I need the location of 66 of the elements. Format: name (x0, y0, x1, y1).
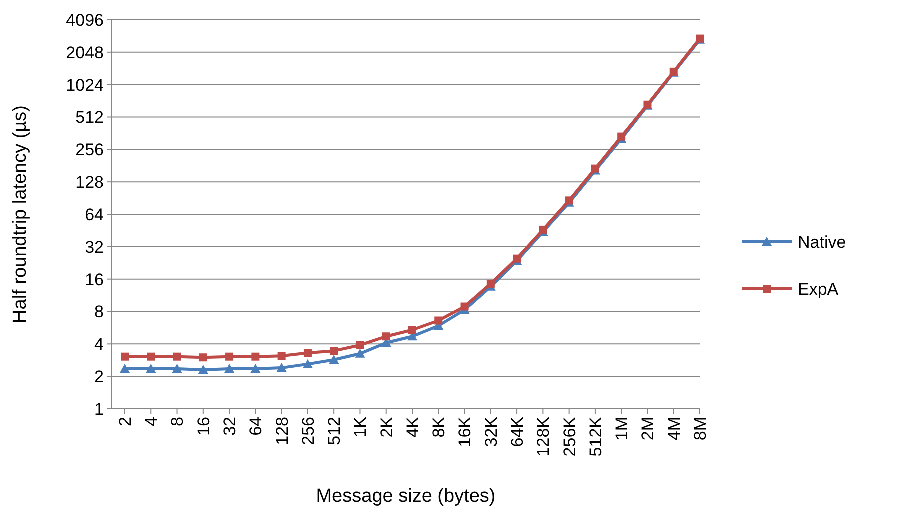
x-tick-label: 512 (325, 417, 344, 446)
y-tick-label: 2 (94, 368, 104, 387)
legend-label: Native (798, 232, 846, 252)
y-tick-label: 2048 (66, 43, 104, 62)
point (198, 365, 208, 374)
x-tick-label: 4K (403, 416, 422, 438)
point (252, 352, 260, 361)
x-tick-label: 64K (508, 416, 527, 448)
y-tick-label: 4 (94, 335, 104, 354)
x-tick-label: 8 (168, 417, 188, 426)
point (356, 341, 364, 350)
y-tick-label: 32 (85, 238, 104, 257)
x-tick-label: 16K (456, 416, 475, 448)
y-tick-label: 64 (85, 205, 104, 224)
point (304, 349, 312, 358)
y-tick-label: 1024 (66, 76, 104, 95)
point (146, 364, 156, 374)
x-tick-label: 256 (298, 417, 318, 446)
y-tick-label: 16 (85, 270, 104, 290)
point (460, 302, 469, 311)
x-tick-label: 128K (534, 416, 554, 457)
point (147, 352, 156, 361)
point (330, 347, 338, 356)
x-tick-label: 2K (377, 416, 396, 438)
x-tick-label: 8K (430, 416, 449, 438)
point (382, 332, 390, 341)
legend-label: ExpA (798, 280, 840, 299)
y-tick-label: 128 (76, 173, 104, 192)
y-axis-title: Half roundtrip latency (µs) (10, 106, 31, 324)
y-tick-label: 512 (76, 108, 104, 128)
point (302, 359, 313, 368)
x-tick-label: 8M (690, 417, 710, 441)
point (226, 352, 234, 361)
y-tick-label: 1 (94, 400, 104, 419)
point (172, 364, 182, 374)
point (486, 280, 495, 288)
point (355, 348, 366, 358)
x-tick-label: 4M (664, 417, 684, 441)
x-tick-label: 2 (116, 417, 135, 426)
x-tick-label: 1M (612, 417, 632, 441)
point (434, 316, 443, 325)
x-tick-label: 32 (220, 417, 240, 436)
x-axis-title: Message size (bytes) (316, 486, 496, 507)
y-tick-label: 4096 (66, 10, 104, 30)
y-tick-label: 8 (94, 302, 104, 322)
point (276, 363, 287, 372)
point (539, 226, 548, 234)
point (250, 364, 261, 374)
x-tick-label: 16 (194, 417, 214, 436)
point (199, 354, 208, 362)
point (408, 326, 416, 334)
y-tick-label: 256 (76, 140, 104, 160)
point (278, 352, 286, 360)
x-tick-label: 64 (246, 417, 266, 436)
x-tick-label: 32K (482, 416, 501, 448)
x-tick-label: 1K (351, 416, 370, 438)
x-tick-label: 512K (586, 416, 606, 457)
x-tick-label: 4 (142, 417, 162, 426)
point (120, 364, 130, 374)
point (173, 352, 182, 361)
point (224, 364, 235, 374)
x-tick-label: 128 (272, 417, 292, 446)
x-tick-label: 256K (560, 416, 580, 457)
point (121, 352, 129, 361)
point (329, 355, 340, 364)
x-tick-label: 2M (638, 417, 658, 441)
